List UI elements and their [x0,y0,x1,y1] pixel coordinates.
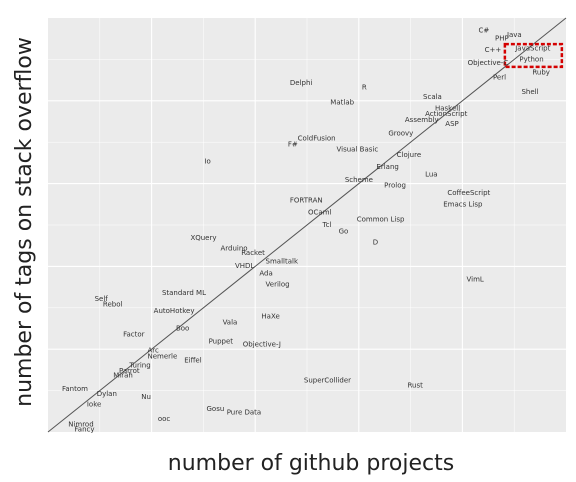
point-label-nemerle: Nemerle [147,352,177,360]
point-label-viml: VimL [467,276,484,284]
point-label-smalltalk: Smalltalk [266,258,299,266]
point-label-rebol: Rebol [103,301,123,309]
point-label-r: R [362,84,367,92]
point-label-rust: Rust [407,381,423,389]
point-label-f: F# [288,140,298,148]
point-label-erlang: Erlang [376,163,398,171]
point-label-racket: Racket [241,249,265,257]
point-label-ioke: Ioke [87,400,101,408]
point-label-assembly: Assembly [405,116,439,124]
point-label-puppet: Puppet [209,337,234,345]
point-label-dylan: Dylan [97,390,117,398]
point-label-prolog: Prolog [384,181,406,189]
point-label-eiffel: Eiffel [184,356,201,364]
point-label-delphi: Delphi [290,79,313,87]
point-label-visual-basic: Visual Basic [337,146,379,154]
point-label-tcl: Tcl [322,221,332,229]
point-label-perl: Perl [493,74,506,82]
point-label-objective-c: Objective-C [468,59,509,67]
point-label-verilog: Verilog [266,280,290,288]
point-label-vhdl: VHDL [235,262,254,270]
point-label-pure-data: Pure Data [227,409,262,417]
point-label-lua: Lua [425,171,438,179]
point-label-gosu: Gosu [207,405,225,413]
point-label-c: C# [478,26,489,34]
point-label-d: D [373,238,378,246]
point-label-groovy: Groovy [388,130,413,138]
point-label-coffeescript: CoffeeScript [447,189,490,197]
point-label-autohotkey: AutoHotkey [154,307,195,315]
point-label-io: Io [204,158,210,166]
point-label-vala: Vala [223,318,238,326]
point-label-standard-ml: Standard ML [162,289,206,297]
point-label-matlab: Matlab [330,99,354,107]
point-label-php: PHP [495,34,509,42]
point-label-clojure: Clojure [397,151,422,159]
point-label-python: Python [519,55,543,63]
point-label-go: Go [339,228,349,236]
point-label-xquery: XQuery [190,234,216,242]
point-label-c: C++ [485,46,502,54]
point-label-common-lisp: Common Lisp [357,216,405,224]
point-label-factor: Factor [123,330,145,338]
point-label-ruby: Ruby [532,68,550,76]
point-label-boo: Boo [176,325,189,333]
point-label-nu: Nu [141,393,151,401]
y-axis-label: number of tags on stack overflow [12,37,37,407]
point-label-emacs-lisp: Emacs Lisp [443,200,483,208]
point-label-fancy: Fancy [74,426,94,434]
point-label-mirah: Mirah [113,371,133,379]
point-label-ada: Ada [259,270,272,278]
x-axis-label: number of github projects [168,451,454,476]
point-label-fortran: FORTRAN [290,197,323,205]
point-label-shell: Shell [521,88,538,96]
point-label-ocaml: OCaml [308,209,332,217]
point-label-scala: Scala [423,93,442,101]
point-label-asp: ASP [445,120,458,128]
point-label-supercollider: SuperCollider [304,377,351,385]
point-label-javascript: JavaScript [514,44,550,52]
point-label-haxe: HaXe [261,313,279,321]
point-label-fantom: Fantom [62,385,88,393]
point-label-coldfusion: ColdFusion [298,135,336,143]
point-label-scheme: Scheme [345,176,373,184]
point-label-ooc: ooc [158,415,171,423]
point-label-objective-j: Objective-J [243,341,281,349]
